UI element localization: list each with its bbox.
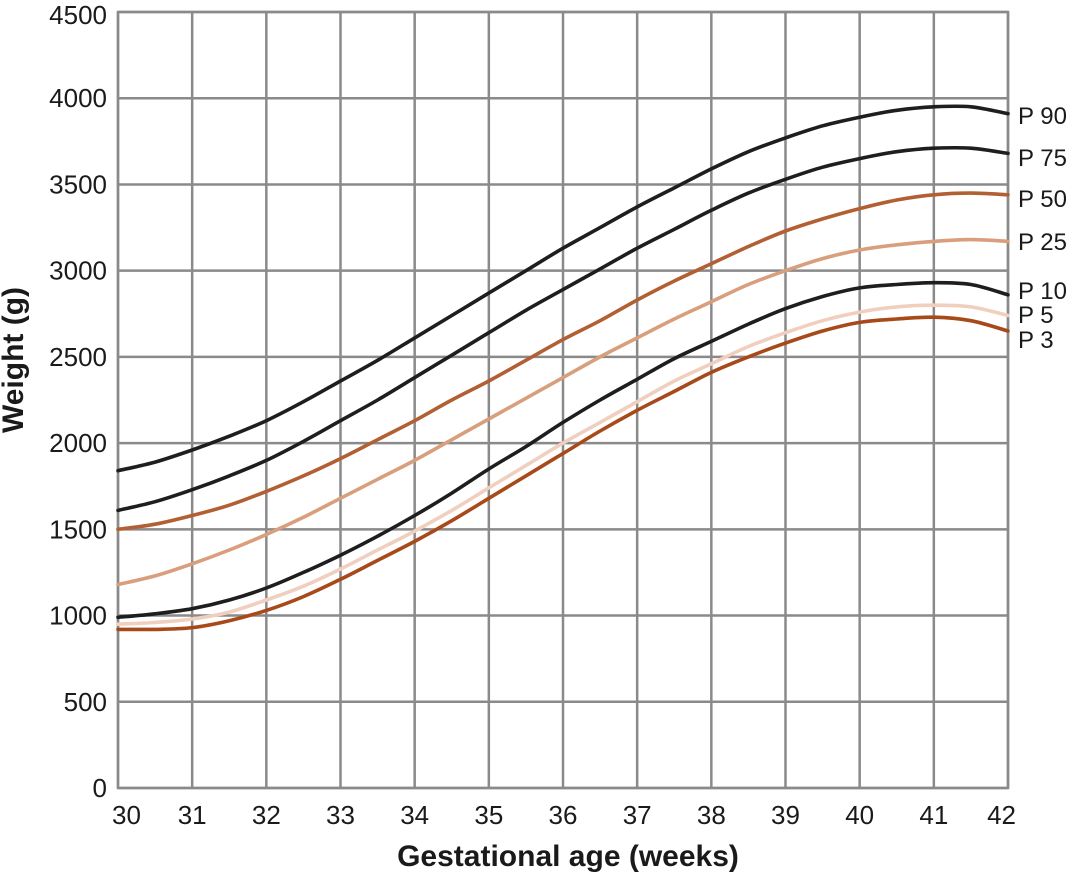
series-label-p90: P 90 — [1018, 103, 1067, 130]
y-tick-label: 1000 — [49, 601, 107, 631]
y-tick-label: 3500 — [49, 169, 107, 199]
series-label-p25: P 25 — [1018, 229, 1067, 256]
y-tick-label: 2500 — [49, 342, 107, 372]
y-axis-title: Weight (g) — [0, 287, 30, 433]
series-line-p10 — [116, 280, 1010, 620]
x-axis-ticks: 30 31 32 33 34 35 36 37 38 39 40 41 42 — [112, 800, 1016, 830]
x-axis-title: Gestational age (weeks) — [397, 840, 739, 873]
x-tick-label: 42 — [987, 800, 1016, 830]
y-tick-label: 2000 — [49, 428, 107, 458]
x-tick-label: 39 — [771, 800, 800, 830]
y-tick-label: 500 — [64, 687, 107, 717]
x-tick-label: 37 — [623, 800, 652, 830]
x-tick-label: 30 — [112, 800, 141, 830]
x-tick-label: 38 — [697, 800, 726, 830]
y-tick-label: 4500 — [49, 0, 107, 30]
series-label-p10: P 10 — [1018, 278, 1067, 305]
grid — [116, 10, 1010, 790]
x-tick-label: 36 — [549, 800, 578, 830]
series-labels: P 90 P 75 P 50 P 25 P 10P 5P 3 — [1018, 103, 1067, 354]
series-line-p75 — [116, 145, 1010, 513]
x-tick-label: 35 — [474, 800, 503, 830]
x-tick-label: 31 — [178, 800, 207, 830]
x-tick-label: 40 — [845, 800, 874, 830]
series-label-p75: P 75 — [1018, 145, 1067, 172]
y-tick-label: 3000 — [49, 256, 107, 286]
y-axis-ticks: 0 500 1000 1500 2000 2500 3000 3500 4000 4500 — [49, 0, 107, 803]
series-label-p5: P 5 — [1018, 302, 1054, 329]
plot-frame — [116, 10, 1010, 790]
series-line-p25 — [116, 237, 1010, 587]
x-tick-label: 34 — [400, 800, 429, 830]
x-tick-label: 41 — [919, 800, 948, 830]
y-tick-label: 1500 — [49, 514, 107, 544]
x-tick-label: 33 — [326, 800, 355, 830]
series-line-p90 — [116, 104, 1010, 473]
series-lines — [116, 104, 1010, 632]
y-tick-label: 4000 — [49, 83, 107, 113]
series-line-p3 — [116, 315, 1010, 632]
series-line-p50 — [116, 191, 1010, 532]
x-tick-label: 32 — [252, 800, 281, 830]
y-tick-label: 0 — [93, 773, 107, 803]
series-line-p5 — [116, 303, 1010, 626]
series-label-p50: P 50 — [1018, 186, 1067, 213]
series-label-p3: P 3 — [1018, 327, 1054, 354]
